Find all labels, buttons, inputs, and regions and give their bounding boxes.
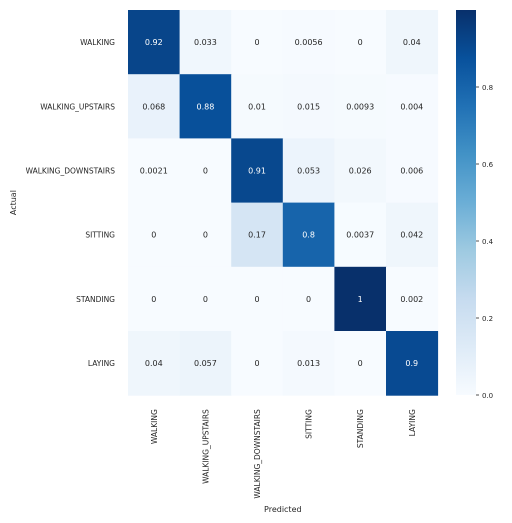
y-tick-label: LAYING bbox=[88, 359, 115, 368]
cell-value-label: 0.92 bbox=[145, 38, 163, 47]
cell-value-label: 0 bbox=[254, 295, 259, 304]
cell-value-label: 0.004 bbox=[400, 102, 423, 111]
heatmap-cells: 0.92 0.033 0 0.0056 0 0.04 0.068 0.88 0.01 0.015 0… bbox=[128, 10, 439, 396]
heatmap-cell bbox=[231, 266, 284, 332]
cell-value-label: 0.9 bbox=[405, 359, 418, 368]
heatmap-cell bbox=[334, 10, 387, 75]
heatmap-cell bbox=[334, 74, 387, 139]
cell-value-label: 0.17 bbox=[248, 231, 266, 240]
cell-value-label: 0 bbox=[254, 38, 259, 47]
y-tick-label: STANDING bbox=[76, 295, 115, 304]
heatmap-cell bbox=[282, 138, 335, 204]
heatmap-cell bbox=[386, 202, 439, 268]
heatmap-cell bbox=[128, 331, 181, 396]
heatmap-cell bbox=[334, 331, 387, 396]
heatmap-cell bbox=[128, 266, 181, 332]
x-tick-label: WALKING bbox=[150, 409, 159, 444]
x-tick-label: STANDING bbox=[356, 409, 365, 448]
cell-value-label: 0.053 bbox=[297, 167, 320, 176]
cell-value-label: 0.013 bbox=[297, 359, 320, 368]
cell-value-label: 0.04 bbox=[145, 359, 163, 368]
heatmap-cell bbox=[386, 266, 439, 332]
heatmap-cell bbox=[386, 331, 439, 396]
cell-value-label: 0 bbox=[358, 38, 363, 47]
heatmap-cell bbox=[179, 74, 232, 139]
cell-value-label: 0.015 bbox=[297, 102, 320, 111]
heatmap-cell bbox=[179, 138, 232, 204]
y-tick-label: WALKING bbox=[80, 38, 115, 47]
cell-value-label: 0 bbox=[254, 359, 259, 368]
heatmap-cell bbox=[179, 202, 232, 268]
cell-value-label: 0.033 bbox=[194, 38, 217, 47]
heatmap-cell bbox=[334, 202, 387, 268]
heatmap-cell bbox=[231, 10, 284, 75]
heatmap-cell bbox=[282, 10, 335, 75]
cell-value-label: 0.002 bbox=[400, 295, 423, 304]
heatmap-cell bbox=[231, 331, 284, 396]
heatmap-cell bbox=[128, 74, 181, 139]
heatmap-cell bbox=[231, 74, 284, 139]
cell-value-label: 0.026 bbox=[349, 167, 372, 176]
heatmap-cell bbox=[386, 10, 439, 75]
cell-value-label: 0.04 bbox=[403, 38, 421, 47]
y-tick-label: SITTING bbox=[85, 231, 115, 240]
cell-value-label: 0.91 bbox=[248, 167, 266, 176]
colorbar-tick-label: 0.4 bbox=[482, 238, 494, 246]
cell-value-label: 0.01 bbox=[248, 102, 266, 111]
cell-value-label: 0.006 bbox=[400, 167, 423, 176]
cell-value-label: 0.057 bbox=[194, 359, 217, 368]
heatmap-cell bbox=[128, 138, 181, 204]
cell-value-label: 0 bbox=[203, 231, 208, 240]
cell-value-label: 0 bbox=[203, 295, 208, 304]
colorbar-tick-label: 0.2 bbox=[482, 315, 493, 323]
x-tick-label: LAYING bbox=[408, 409, 417, 436]
heatmap-cell bbox=[334, 138, 387, 204]
heatmap-cell bbox=[179, 331, 232, 396]
colorbar-tick-label: 0.6 bbox=[482, 161, 494, 169]
x-tick-label: WALKING_DOWNSTAIRS bbox=[253, 409, 262, 499]
x-tick-label: SITTING bbox=[305, 409, 314, 439]
cell-value-label: 0.0021 bbox=[140, 167, 168, 176]
heatmap-cell bbox=[128, 202, 181, 268]
x-axis-label: Predicted bbox=[264, 505, 302, 514]
y-tick-label: WALKING_DOWNSTAIRS bbox=[26, 167, 116, 176]
y-tick-label: WALKING_UPSTAIRS bbox=[40, 102, 115, 111]
cell-value-label: 0 bbox=[358, 359, 363, 368]
y-axis-label: Actual bbox=[9, 190, 18, 215]
heatmap-cell bbox=[386, 74, 439, 139]
heatmap-cell bbox=[282, 202, 335, 268]
x-tick-labels: WALKING WALKING_UPSTAIRS WALKING_DOWNSTAIR… bbox=[150, 409, 417, 499]
heatmap-cell bbox=[282, 331, 335, 396]
colorbar-ticks: 0.0 0.2 0.4 0.6 0.8 bbox=[476, 84, 494, 400]
cell-value-label: 0 bbox=[151, 231, 156, 240]
x-tick-label: WALKING_UPSTAIRS bbox=[201, 409, 210, 484]
cell-value-label: 0.88 bbox=[196, 102, 214, 111]
colorbar bbox=[456, 10, 476, 395]
colorbar-tick-label: 0.0 bbox=[482, 392, 493, 400]
heatmap-cell bbox=[334, 266, 387, 332]
cell-value-label: 0.0056 bbox=[295, 38, 323, 47]
cell-value-label: 0.0037 bbox=[346, 231, 374, 240]
heatmap-cell bbox=[179, 10, 232, 75]
y-tick-labels: WALKING WALKING_UPSTAIRS WALKING_DOWNSTAIR… bbox=[26, 38, 116, 368]
cell-value-label: 0 bbox=[203, 167, 208, 176]
heatmap-cell bbox=[231, 202, 284, 268]
colorbar-tick-label: 0.8 bbox=[482, 84, 493, 92]
cell-value-label: 0 bbox=[151, 295, 156, 304]
cell-value-label: 0 bbox=[306, 295, 311, 304]
cell-value-label: 0.042 bbox=[400, 231, 423, 240]
heatmap-cell bbox=[386, 138, 439, 204]
heatmap-cell bbox=[231, 138, 284, 204]
heatmap-cell bbox=[128, 10, 181, 75]
heatmap-cell bbox=[282, 74, 335, 139]
heatmap-cell bbox=[179, 266, 232, 332]
cell-value-label: 0.8 bbox=[302, 231, 315, 240]
heatmap-cell bbox=[282, 266, 335, 332]
cell-value-label: 1 bbox=[358, 295, 363, 304]
cell-value-label: 0.0093 bbox=[346, 102, 374, 111]
cell-value-label: 0.068 bbox=[142, 102, 165, 111]
